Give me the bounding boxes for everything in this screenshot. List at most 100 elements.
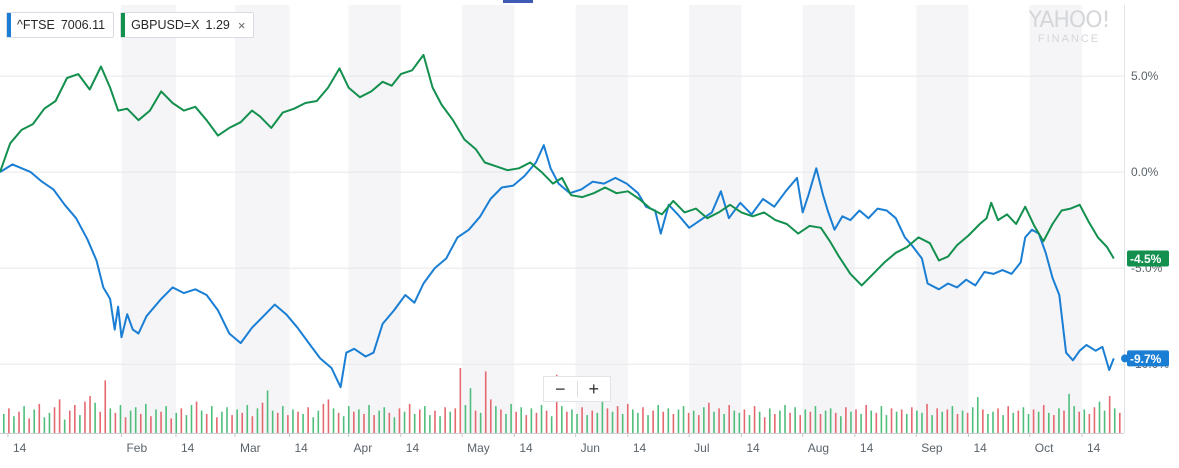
y-tick-label: 0.0% <box>1131 165 1159 179</box>
x-tick-label: Jul <box>694 441 709 455</box>
volume-bar <box>246 405 249 433</box>
volume-bar <box>114 412 117 433</box>
period-band <box>689 5 742 433</box>
volume-bar <box>418 409 421 433</box>
volume-bar <box>819 413 822 433</box>
volume-bar <box>703 407 705 433</box>
volume-bar <box>738 412 741 433</box>
volume-bar <box>626 403 629 433</box>
volume-bar <box>302 413 304 433</box>
gbpusd-label: GBPUSD=X <box>131 18 200 32</box>
yahoo-finance-watermark: YAHOO! FINANCE <box>1016 10 1122 45</box>
volume-bar <box>1073 406 1075 433</box>
volume-bar <box>647 415 649 433</box>
volume-bar <box>28 418 30 433</box>
period-band <box>575 5 628 433</box>
volume-bar <box>789 412 791 433</box>
volume-bar <box>403 411 406 433</box>
zoom-out-button[interactable]: − <box>554 379 566 399</box>
x-tick-label: 14 <box>13 441 27 455</box>
volume-bar <box>221 411 223 433</box>
volume-bar <box>652 410 654 433</box>
ftse-value: 7006.11 <box>60 18 106 32</box>
volume-bar <box>124 417 127 433</box>
volume-bar <box>1078 411 1081 433</box>
volume-bar <box>540 405 543 433</box>
x-tick-label: Aug <box>808 441 829 455</box>
legend-chip-ftse[interactable]: ^FTSE 7006.11 <box>6 12 115 38</box>
volume-bar <box>976 397 979 433</box>
volume-bar <box>682 406 685 433</box>
volume-bar <box>1098 401 1101 433</box>
ftse-color-swatch <box>7 13 11 37</box>
ftse-label: ^FTSE <box>17 18 55 32</box>
volume-bar <box>794 407 796 433</box>
volume-bar <box>855 409 857 433</box>
x-axis: 14 Feb 14 Mar 14 Apr 14 May 14 Jun 14 Jul 14 Aug 14 Sep… <box>7 433 1101 455</box>
series-lines <box>0 53 1115 389</box>
volume-bar <box>8 408 10 433</box>
x-tick-label: 14 <box>181 441 195 455</box>
volume-bar <box>687 412 690 433</box>
volume-bar <box>317 410 320 433</box>
x-tick-label: 14 <box>1087 441 1101 455</box>
volume-bar <box>1103 410 1106 433</box>
volume-bar <box>865 405 867 433</box>
volume-bar <box>13 416 15 433</box>
volume-bar <box>160 411 162 433</box>
volume-bar <box>312 417 315 433</box>
volume-bar <box>469 388 472 433</box>
volume-bar <box>1032 409 1035 433</box>
volume-bar <box>890 408 893 433</box>
volume-bar <box>261 402 264 433</box>
x-tick-label: Oct <box>1035 441 1054 455</box>
volume-bar <box>951 406 954 433</box>
zoom-in-button[interactable]: + <box>588 379 599 399</box>
volume-bar <box>165 406 167 433</box>
volume-bar <box>1027 413 1030 433</box>
volume-bar <box>48 412 51 433</box>
volume-bar <box>373 415 375 433</box>
volume-bar <box>226 407 228 433</box>
month-bands <box>121 5 1082 433</box>
volume-bar <box>763 417 766 433</box>
volume-bar <box>505 413 507 433</box>
period-band <box>348 5 401 433</box>
volume-bar <box>1093 407 1096 433</box>
legend-chip-gbpusd[interactable]: GBPUSD=X 1.29 × <box>120 12 255 38</box>
end-labels: -9.7% -4.5% <box>1121 250 1169 367</box>
volume-bar <box>601 382 604 433</box>
volume-bars <box>3 368 1121 433</box>
volume-bar <box>885 415 888 433</box>
volume-bar <box>784 405 786 433</box>
volume-bar <box>677 409 680 433</box>
volume-bar <box>393 417 396 433</box>
volume-bar <box>84 401 86 433</box>
volume-bar <box>180 408 183 433</box>
volume-bar <box>322 403 325 433</box>
period-band <box>235 5 290 433</box>
volume-bar <box>94 402 96 433</box>
volume-bar <box>99 411 101 433</box>
volume-bar <box>992 411 994 433</box>
volume-bar <box>332 408 335 433</box>
volume-bar <box>596 412 599 433</box>
volume-bar <box>997 408 999 433</box>
volume-bar <box>1113 408 1116 433</box>
series-line-gbpusd <box>0 53 1115 287</box>
x-tick-label: 14 <box>406 441 420 455</box>
volume-bar <box>921 412 923 433</box>
close-icon[interactable]: × <box>237 17 246 33</box>
watermark-line2: FINANCE <box>1037 33 1101 45</box>
volume-bar <box>748 415 751 433</box>
volume-bar <box>809 411 812 433</box>
volume-bar <box>1108 396 1111 433</box>
volume-bar <box>1068 393 1070 433</box>
volume-bar <box>1047 412 1050 433</box>
volume-bar <box>840 416 842 433</box>
x-tick-label: Feb <box>126 441 147 455</box>
y-axis: 5.0%0.0%-5.0%-10.0% <box>1131 69 1169 371</box>
volume-bar <box>946 409 949 433</box>
